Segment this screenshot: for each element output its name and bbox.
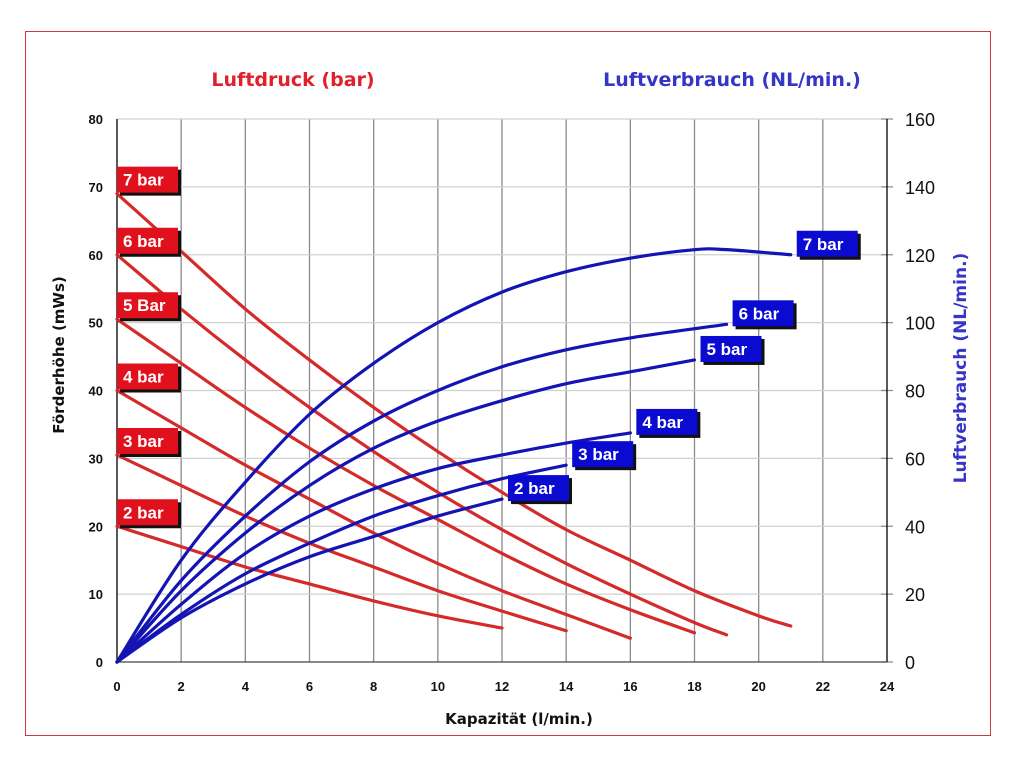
y-tick-label: 30 bbox=[89, 451, 103, 466]
head-line-2-bar bbox=[115, 524, 504, 630]
y-axis-label: Förderhöhe (mWs) bbox=[50, 276, 68, 434]
head-tag: 3 bar bbox=[117, 427, 181, 457]
y-tick-label: 80 bbox=[89, 112, 103, 127]
head-tag: 2 bar bbox=[117, 499, 181, 529]
x-tick-label: 0 bbox=[113, 679, 120, 694]
tag-label: 6 bar bbox=[739, 304, 780, 323]
tag-background bbox=[796, 230, 858, 257]
tag-label: 4 bar bbox=[123, 368, 164, 387]
y-right-tick-label: 100 bbox=[905, 314, 935, 334]
tag-background bbox=[508, 475, 569, 502]
head-line-4-bar bbox=[115, 388, 632, 640]
x-tick-label: 16 bbox=[623, 679, 637, 694]
head-line-5-bar bbox=[115, 317, 697, 635]
tag-background bbox=[117, 499, 178, 526]
tag-label: 3 bar bbox=[123, 432, 164, 451]
y-right-tick-label: 120 bbox=[905, 246, 935, 266]
air-line-4-bar bbox=[115, 431, 632, 664]
tag-background bbox=[117, 363, 178, 390]
air-line-3-bar bbox=[115, 463, 568, 664]
head-line-3-bar bbox=[115, 453, 568, 633]
x-tick-label: 18 bbox=[687, 679, 701, 694]
series-tags: 7 bar 6 bar 5 Bar 4 bar 3 bar 2 bar 7 bar 6 bar… bbox=[117, 166, 861, 529]
y-tick-label: 40 bbox=[89, 384, 103, 399]
y-axis-right-label: Luftverbrauch (NL/min.) bbox=[951, 253, 971, 484]
tag-background bbox=[117, 292, 178, 319]
air-line-2-bar bbox=[115, 497, 504, 664]
tag-label: 7 bar bbox=[123, 171, 164, 190]
y-right-tick-label: 60 bbox=[905, 449, 925, 469]
y-right-tick-label: 20 bbox=[905, 585, 925, 605]
tag-background bbox=[572, 441, 634, 468]
air-line-5-bar bbox=[115, 358, 697, 664]
x-tick-label: 2 bbox=[178, 679, 185, 694]
title-left: Luftdruck (bar) bbox=[211, 69, 374, 91]
head-line-6-bar bbox=[115, 253, 729, 637]
air-tag: 4 bar bbox=[636, 408, 701, 438]
head-tag: 4 bar bbox=[117, 363, 181, 393]
air-tag: 3 bar bbox=[572, 441, 637, 471]
tag-label: 7 bar bbox=[803, 235, 844, 254]
tag-label: 3 bar bbox=[578, 445, 619, 464]
tag-label: 5 Bar bbox=[123, 296, 166, 315]
air-tag: 6 bar bbox=[732, 300, 797, 330]
y-right-tick-label: 40 bbox=[905, 517, 925, 537]
x-tick-label: 10 bbox=[431, 679, 445, 694]
y-tick-label: 0 bbox=[96, 655, 103, 670]
y-right-tick-label: 160 bbox=[905, 110, 935, 130]
tag-label: 2 bar bbox=[123, 503, 164, 522]
tag-background bbox=[117, 166, 178, 193]
x-tick-label: 6 bbox=[306, 679, 313, 694]
tag-background bbox=[732, 300, 794, 327]
x-tick-label: 20 bbox=[751, 679, 765, 694]
x-tick-label: 12 bbox=[495, 679, 509, 694]
y-tick-label: 50 bbox=[89, 316, 103, 331]
y-right-tick-label: 80 bbox=[905, 382, 925, 402]
air-tag: 2 bar bbox=[508, 475, 572, 505]
air-line-7-bar bbox=[115, 247, 793, 664]
tag-background bbox=[117, 427, 178, 454]
x-tick-label: 14 bbox=[559, 679, 574, 694]
air-series bbox=[115, 247, 793, 664]
head-tag: 7 bar bbox=[117, 166, 181, 196]
y-right-tick-label: 140 bbox=[905, 178, 935, 198]
grid bbox=[117, 118, 887, 662]
title-right: Luftverbrauch (NL/min.) bbox=[603, 69, 861, 91]
y-tick-label: 60 bbox=[89, 248, 103, 263]
air-tag: 5 bar bbox=[700, 335, 765, 365]
y-tick-label: 70 bbox=[89, 180, 103, 195]
head-tag: 5 Bar bbox=[117, 292, 181, 322]
head-tag: 6 bar bbox=[117, 227, 181, 257]
tag-label: 5 bar bbox=[707, 340, 748, 359]
chart-frame bbox=[25, 31, 991, 736]
tag-background bbox=[700, 335, 762, 362]
y-right-tick-label: 0 bbox=[905, 653, 915, 673]
x-tick-label: 24 bbox=[880, 679, 895, 694]
x-tick-label: 4 bbox=[242, 679, 250, 694]
tag-label: 6 bar bbox=[123, 232, 164, 251]
y-tick-label: 10 bbox=[89, 587, 103, 602]
tag-label: 2 bar bbox=[514, 479, 555, 498]
x-tick-label: 22 bbox=[816, 679, 830, 694]
tag-background bbox=[636, 408, 698, 435]
tag-label: 4 bar bbox=[642, 413, 683, 432]
tick-labels: 0 2 4 6 8 10 12 14 16 18 20 22 240102030405060708002… bbox=[89, 110, 936, 694]
air-tag: 7 bar bbox=[796, 230, 861, 260]
x-axis-label: Kapazität (l/min.) bbox=[445, 710, 593, 728]
air-line-6-bar bbox=[115, 322, 729, 664]
tag-background bbox=[117, 227, 178, 254]
x-tick-label: 8 bbox=[370, 679, 377, 694]
y-tick-label: 20 bbox=[89, 519, 103, 534]
